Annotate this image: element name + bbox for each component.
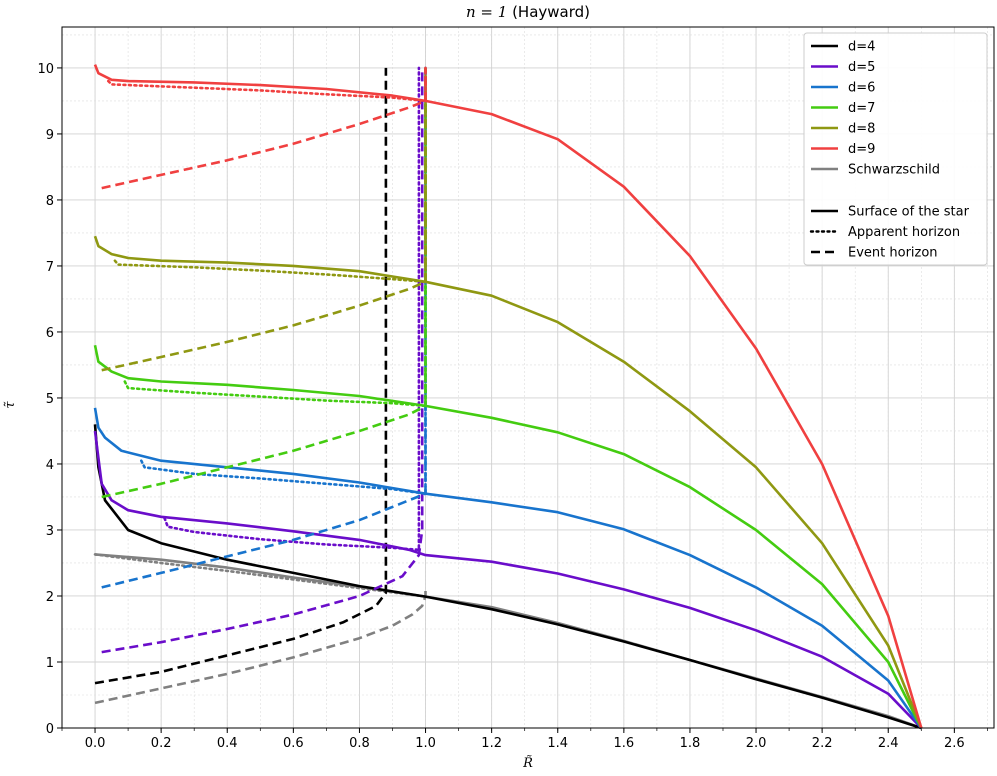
y-tick-label: 6 (46, 326, 54, 341)
x-tick-label: 1.8 (680, 736, 701, 751)
chart-title-math: n = 1 (466, 3, 507, 21)
legend-label: d=7 (848, 101, 875, 116)
x-tick-label: 2.2 (812, 736, 833, 751)
series-1-surface-line (93, 424, 922, 730)
x-tick-label: 1.0 (415, 736, 436, 751)
x-tick-label: 2.4 (878, 736, 899, 751)
x-tick-label: 0.4 (217, 736, 238, 751)
x-tick-label: 0.6 (283, 736, 304, 751)
legend-label: d=4 (848, 40, 875, 55)
legend-style-label: Apparent horizon (848, 225, 960, 240)
legend-box (803, 32, 988, 266)
x-tick-label: 2.6 (944, 736, 965, 751)
y-tick-label: 2 (46, 590, 54, 605)
y-tick-label: 8 (46, 194, 54, 209)
series-6-event-line (101, 67, 427, 190)
x-tick-label: 0.2 (151, 736, 172, 751)
legend: d=4 d=5 d=6 d=7 d=8 d=9 Schwarzschild Surface o… (803, 32, 988, 266)
series-0-surface-line (94, 553, 922, 730)
series-4-apparent-line (123, 66, 427, 408)
series-1-event-line (94, 67, 388, 685)
series-2-event-line (101, 67, 424, 654)
chart-title-text: (Hayward) (507, 3, 590, 21)
series-3-apparent-line (140, 66, 427, 495)
x-tick-label: 1.4 (547, 736, 568, 751)
series-3-surface-line (93, 407, 923, 729)
y-axis-label: τ̃ (3, 401, 18, 409)
x-tick-label: 0.0 (85, 736, 106, 751)
series-3-event-line (101, 67, 427, 589)
y-tick-label: 4 (46, 458, 54, 473)
series-4-event-line (101, 67, 427, 499)
x-tick-label: 2.0 (746, 736, 767, 751)
plot-frame (61, 26, 995, 729)
series-5-apparent-line (113, 66, 427, 284)
axis-ticks: 0.0 0.2 0.4 0.6 0.8 1.0 1.2 1.4 1.6 1.8 2.0 2.2 2.4 2… (37, 62, 988, 751)
y-tick-label: 3 (46, 524, 54, 539)
series-4-surface-line (93, 344, 923, 729)
legend-label: d=9 (848, 142, 875, 157)
series-0-event-line (94, 586, 427, 705)
chart-title: n = 1 (Hayward) (466, 3, 590, 21)
legend-label: d=8 (848, 122, 875, 137)
y-tick-label: 1 (46, 656, 54, 671)
y-tick-label: 10 (37, 62, 54, 77)
series-5-surface-line (93, 235, 923, 729)
y-tick-label: 7 (46, 260, 54, 275)
y-tick-label: 9 (46, 128, 54, 143)
series-2-apparent-line (163, 66, 421, 552)
legend-label: d=5 (848, 60, 875, 75)
series-6-surface-line (93, 64, 923, 729)
y-tick-label: 5 (46, 392, 54, 407)
series-5-event-line (101, 67, 427, 372)
x-tick-label: 1.6 (614, 736, 635, 751)
legend-label: Schwarzschild (848, 163, 940, 178)
legend-label: d=6 (848, 81, 875, 96)
series-2-surface-line (93, 430, 923, 729)
legend-style-label: Event horizon (848, 246, 938, 261)
x-axis-label: R̃ (522, 755, 533, 771)
y-tick-label: 0 (46, 722, 54, 737)
x-tick-label: 1.2 (481, 736, 502, 751)
legend-style-label: Surface of the star (848, 205, 970, 220)
series-lines (93, 64, 923, 730)
x-tick-label: 0.8 (349, 736, 370, 751)
